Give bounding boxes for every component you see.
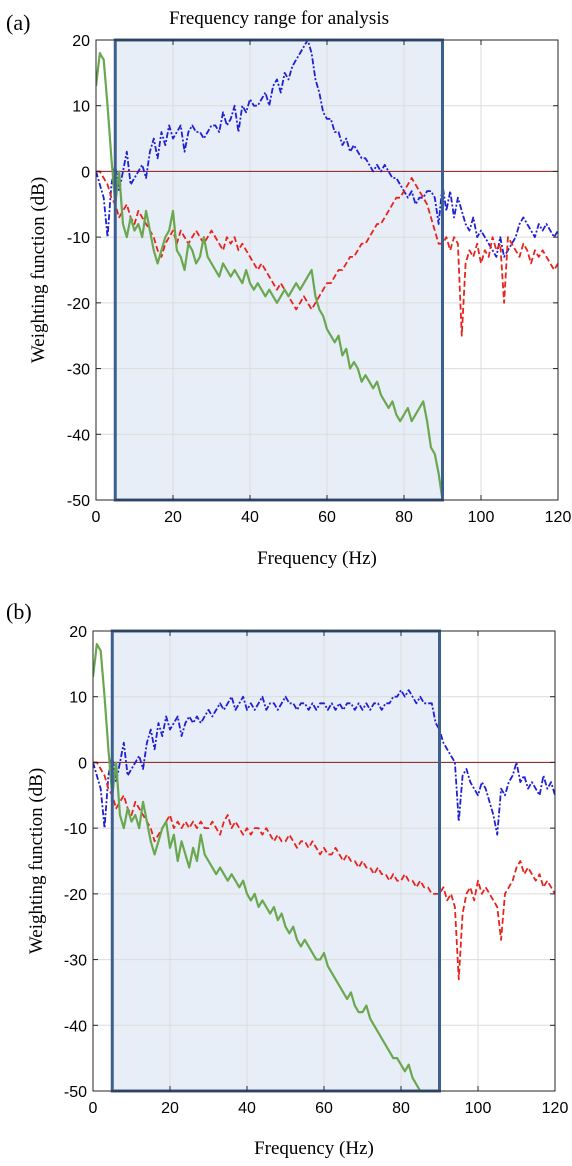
y-axis-label: Weighting function (dB) — [26, 768, 47, 954]
y-tick-label: -50 — [67, 493, 90, 510]
panel-label: (a) — [6, 10, 30, 35]
y-tick-label: -40 — [67, 427, 90, 444]
x-tick-label: 100 — [465, 1100, 492, 1117]
analysis-band-fill — [115, 40, 443, 500]
x-tick-label: 60 — [318, 509, 336, 526]
y-tick-label: -20 — [64, 887, 87, 904]
y-tick-label: -20 — [67, 296, 90, 313]
x-tick-label: 100 — [468, 509, 495, 526]
y-tick-label: -10 — [67, 230, 90, 247]
x-tick-label: 120 — [542, 1100, 569, 1117]
y-tick-label: 20 — [72, 33, 90, 50]
y-tick-label: 10 — [72, 99, 90, 116]
series-line-green — [96, 52, 444, 500]
x-tick-label: 40 — [241, 509, 259, 526]
chart-title: Frequency range for analysis — [169, 8, 389, 29]
y-tick-label: -40 — [64, 1018, 87, 1035]
panel-label: (b) — [6, 599, 32, 624]
y-tick-label: 0 — [78, 755, 87, 772]
series-line-red — [96, 170, 558, 337]
x-tick-label: 60 — [315, 1100, 333, 1117]
y-tick-label: -50 — [64, 1084, 87, 1101]
x-tick-label: 0 — [92, 509, 101, 526]
x-tick-label: 40 — [238, 1100, 256, 1117]
x-tick-label: 120 — [545, 509, 572, 526]
x-tick-label: 80 — [392, 1100, 410, 1117]
x-axis-label: Frequency (Hz) — [254, 1138, 374, 1159]
x-tick-label: 20 — [164, 509, 182, 526]
y-tick-label: 20 — [69, 624, 87, 641]
series-line-red — [93, 761, 555, 981]
series-line-blue — [96, 40, 558, 258]
x-tick-label: 0 — [89, 1100, 98, 1117]
analysis-band-fill — [112, 631, 440, 1091]
chart-panel-b: 0 20 40 60 80 100 12020100-10-20-30-40-50(b)Fr… — [6, 599, 568, 1159]
y-tick-label: 0 — [81, 164, 90, 181]
y-axis-label: Weighting function (dB) — [28, 177, 49, 363]
x-tick-label: 20 — [161, 1100, 179, 1117]
y-tick-label: -30 — [64, 953, 87, 970]
x-axis-label: Frequency (Hz) — [257, 548, 377, 569]
y-tick-label: -30 — [67, 362, 90, 379]
series-line-green — [93, 643, 422, 1091]
y-tick-label: 10 — [69, 690, 87, 707]
x-tick-label: 80 — [395, 509, 413, 526]
y-tick-label: -10 — [64, 821, 87, 838]
series-group — [93, 643, 555, 1091]
series-group — [96, 40, 558, 500]
series-line-blue — [93, 689, 555, 836]
